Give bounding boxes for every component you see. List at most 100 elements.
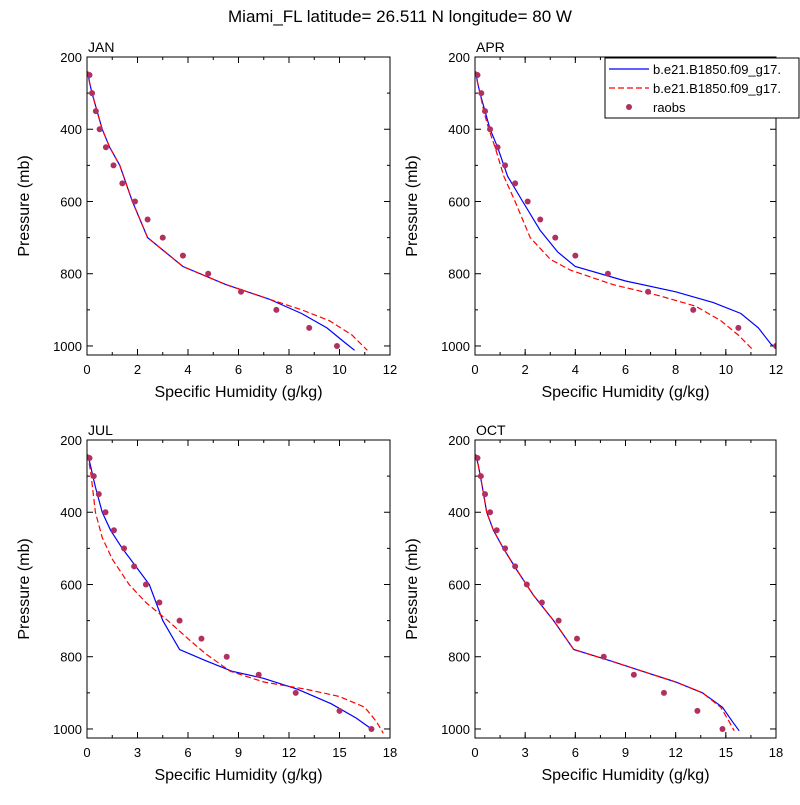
panel-frame <box>86 439 391 739</box>
figure-title: Miami_FL latitude= 26.511 N longitude= 8… <box>228 7 572 26</box>
raobs-point <box>110 162 117 169</box>
panel-frame <box>474 56 777 356</box>
raobs-point <box>87 455 93 462</box>
panel-jan: JAN 0 2 4 6 8 10 12 200 400 600 800 1000 Specific Hum… <box>16 39 397 401</box>
x-tick-label: 12 <box>383 362 397 377</box>
plot-area <box>475 71 776 351</box>
raobs-point <box>89 90 96 97</box>
x-tick-label: 0 <box>83 745 90 760</box>
raobs-point <box>292 689 299 696</box>
raobs-point <box>600 653 607 660</box>
raobs-point <box>92 108 99 115</box>
x-tick-label: 3 <box>522 745 529 760</box>
raobs-point <box>494 144 501 151</box>
raobs-point <box>159 234 166 241</box>
panel-oct: OCT 0 3 6 9 12 15 18 200 400 600 800 1000 Specific Hu… <box>404 422 783 784</box>
y-tick-label: 600 <box>60 194 82 209</box>
x-tick-label: 6 <box>572 745 579 760</box>
series-line-model1 <box>475 71 776 349</box>
plot-area <box>87 454 384 734</box>
raobs-point <box>524 198 531 205</box>
y-tick-label: 1000 <box>53 722 82 737</box>
x-tick-label: 8 <box>672 362 679 377</box>
x-tick-label: 9 <box>235 745 242 760</box>
raobs-point <box>238 288 245 295</box>
raobs-point <box>735 324 742 331</box>
raobs-point <box>95 491 102 498</box>
x-tick-label: 8 <box>285 362 292 377</box>
x-tick-label: 10 <box>719 362 733 377</box>
y-tick-label: 600 <box>448 577 470 592</box>
raobs-point <box>333 342 340 349</box>
x-tick-label: 0 <box>83 362 90 377</box>
panel-frame <box>474 439 777 739</box>
x-tick-label: 4 <box>184 362 191 377</box>
x-tick-label: 12 <box>668 745 682 760</box>
raobs-point <box>96 126 103 133</box>
x-tick-label: 9 <box>622 745 629 760</box>
series-line-model2 <box>87 454 384 734</box>
raobs-point <box>475 455 481 462</box>
x-tick-label: 12 <box>282 745 296 760</box>
raobs-point <box>306 324 313 331</box>
y-tick-label: 800 <box>448 650 470 665</box>
y-tick-label: 200 <box>60 50 82 65</box>
raobs-point <box>502 162 509 169</box>
raobs-point <box>336 707 343 714</box>
x-tick-label: 18 <box>769 745 783 760</box>
raobs-point <box>493 527 500 534</box>
legend-box <box>604 57 800 119</box>
raobs-point <box>121 545 128 552</box>
y-tick-label: 400 <box>448 122 470 137</box>
raobs-point <box>102 509 109 516</box>
y-tick-label: 1000 <box>53 339 82 354</box>
series-line-model1 <box>87 454 372 730</box>
legend-label-raobs: raobs <box>653 100 686 115</box>
raobs-point <box>630 671 637 678</box>
raobs-point <box>645 288 652 295</box>
y-axis-label: Pressure (mb) <box>404 155 421 256</box>
legend-marker-raobs <box>626 104 632 110</box>
raobs-point <box>179 252 186 259</box>
x-tick-label: 0 <box>471 745 478 760</box>
y-axis-label: Pressure (mb) <box>16 538 33 639</box>
raobs-point <box>368 725 375 732</box>
raobs-point <box>537 216 544 223</box>
raobs-point <box>131 198 138 205</box>
raobs-point <box>574 635 581 642</box>
raobs-point <box>87 72 93 79</box>
x-tick-label: 6 <box>184 745 191 760</box>
series-line-model1 <box>475 454 740 732</box>
x-tick-label: 15 <box>719 745 733 760</box>
y-tick-label: 1000 <box>441 339 470 354</box>
y-tick-label: 400 <box>60 505 82 520</box>
raobs-point <box>482 108 489 115</box>
raobs-point <box>487 509 494 516</box>
x-tick-label: 6 <box>235 362 242 377</box>
y-tick-label: 400 <box>448 505 470 520</box>
raobs-point <box>552 234 559 241</box>
raobs-point <box>198 635 205 642</box>
raobs-point <box>572 252 579 259</box>
raobs-point <box>512 563 519 570</box>
x-axis-label: Specific Humidity (g/kg) <box>541 384 709 401</box>
y-tick-label: 600 <box>60 577 82 592</box>
raobs-point <box>538 599 545 606</box>
x-tick-label: 0 <box>471 362 478 377</box>
x-axis-label: Specific Humidity (g/kg) <box>541 767 709 784</box>
series-line-model2 <box>475 454 735 732</box>
x-tick-label: 12 <box>769 362 783 377</box>
raobs-point <box>223 653 230 660</box>
x-axis-label: Specific Humidity (g/kg) <box>154 384 322 401</box>
series-line-model1 <box>87 71 355 351</box>
raobs-point <box>156 599 163 606</box>
raobs-point <box>144 216 151 223</box>
y-tick-label: 600 <box>448 194 470 209</box>
plot-area <box>87 71 368 351</box>
panel-title: JUL <box>88 422 113 438</box>
raobs-point <box>719 725 726 732</box>
x-tick-label: 2 <box>134 362 141 377</box>
x-tick-label: 6 <box>622 362 629 377</box>
raobs-point <box>482 491 489 498</box>
raobs-point <box>477 473 484 480</box>
